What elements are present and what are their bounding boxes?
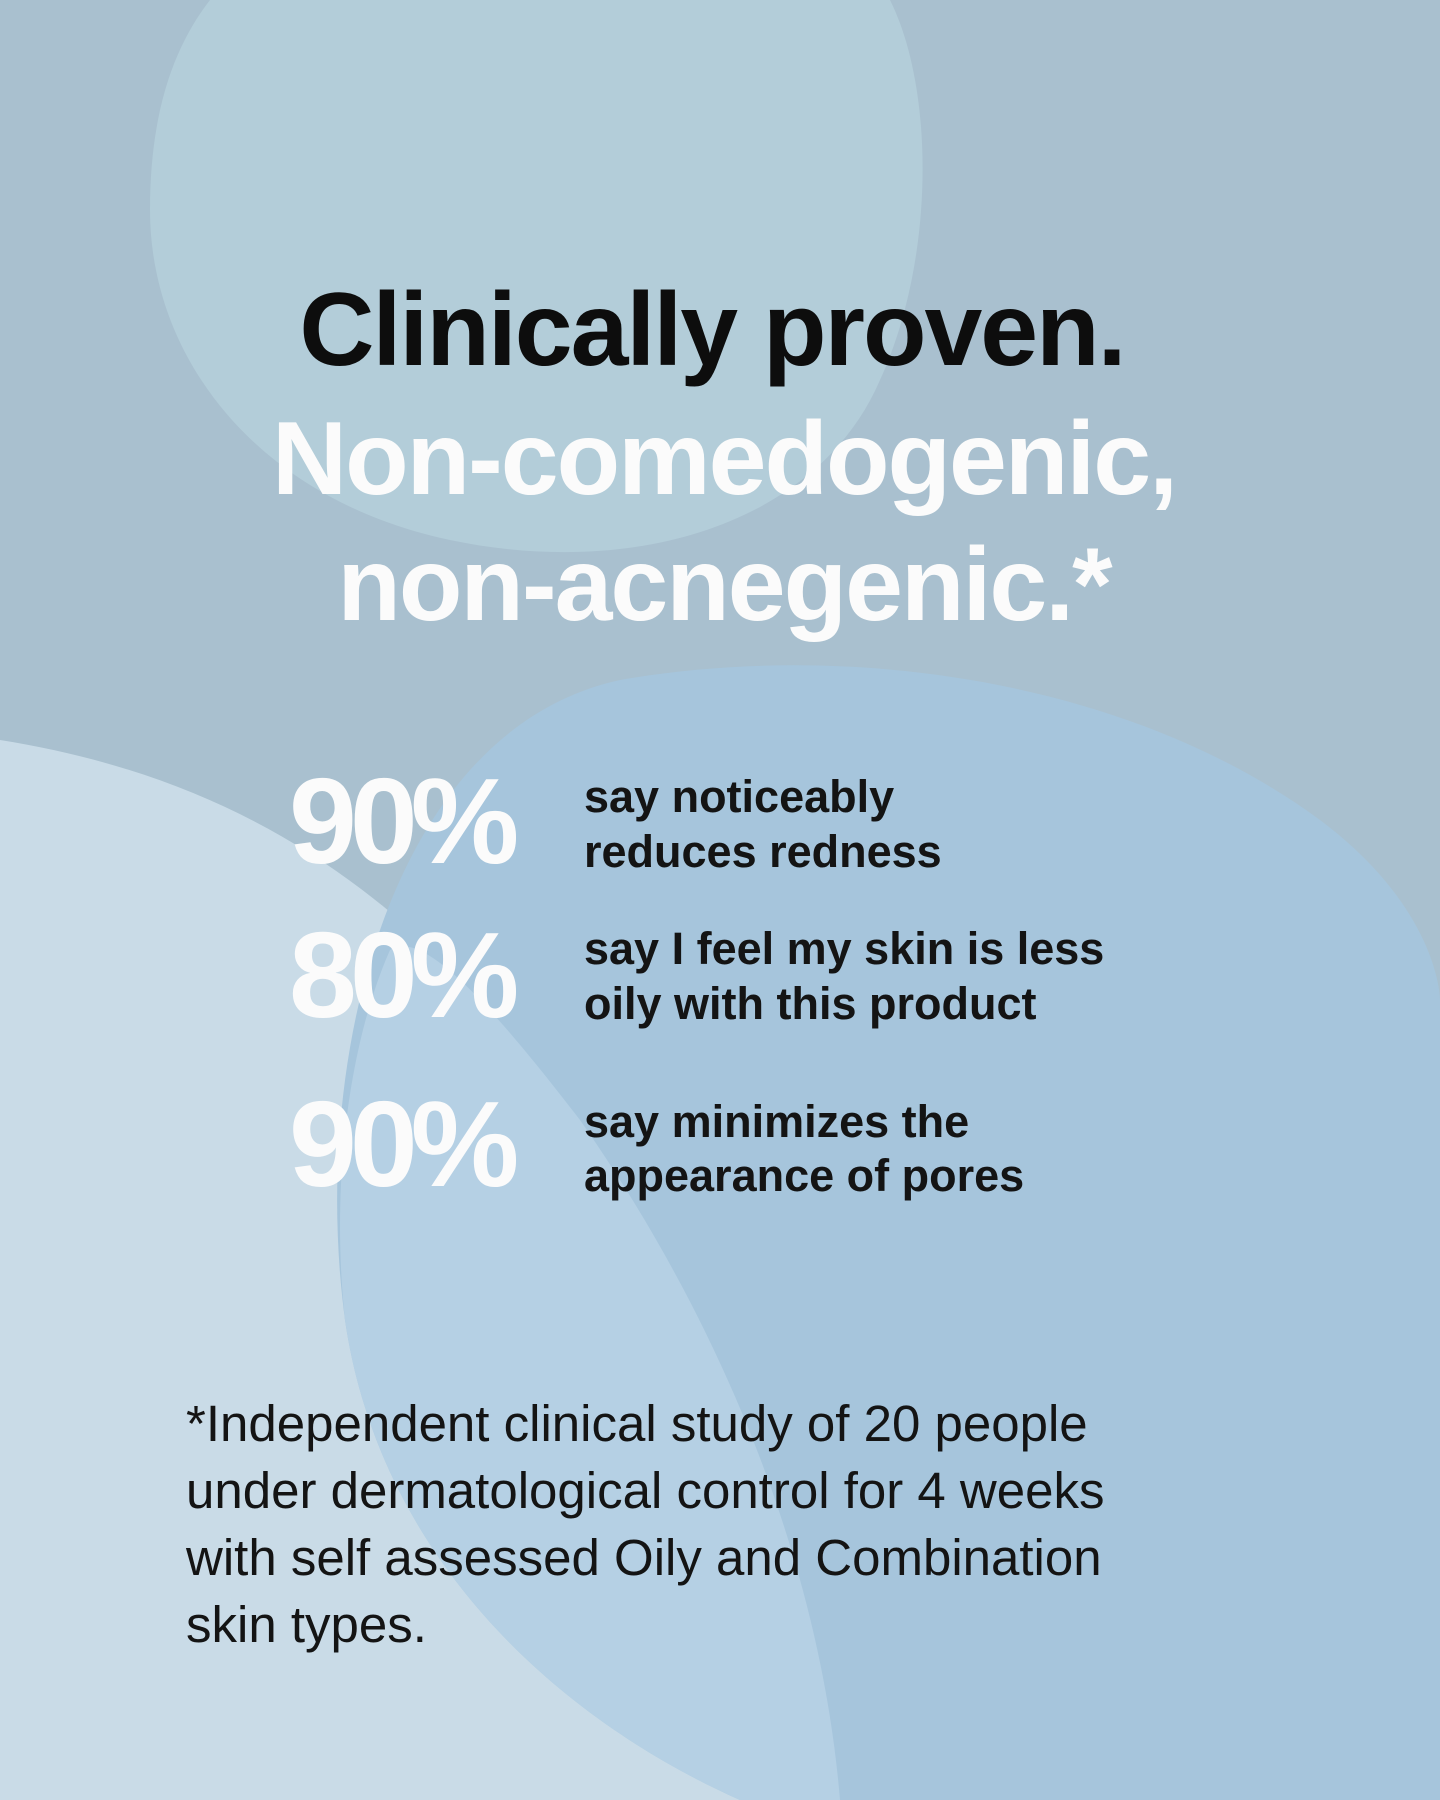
stat-text: say noticeably: [584, 771, 894, 822]
headline: Non-comedogenic,: [272, 401, 1176, 517]
stat-value: 90%: [289, 753, 517, 889]
footnote: with self assessed Oily and Combination: [185, 1529, 1102, 1586]
blob-top: [150, 0, 923, 553]
headline: Clinically proven.: [299, 272, 1124, 388]
stat-text: say minimizes the: [584, 1096, 969, 1147]
footnote: skin types.: [186, 1596, 427, 1653]
stat-text: say I feel my skin is less: [584, 923, 1104, 974]
blob-overlap: [340, 946, 840, 1800]
stat-value: 80%: [289, 907, 517, 1043]
headline: non-acnegenic.*: [337, 527, 1113, 643]
stat-text: oily with this product: [584, 978, 1036, 1029]
stat-value: 90%: [289, 1076, 517, 1212]
footnote: under dermatological control for 4 weeks: [186, 1462, 1104, 1519]
footnote: *Independent clinical study of 20 people: [186, 1395, 1088, 1452]
stat-text: appearance of pores: [584, 1150, 1024, 1201]
stat-text: reduces redness: [584, 826, 942, 877]
